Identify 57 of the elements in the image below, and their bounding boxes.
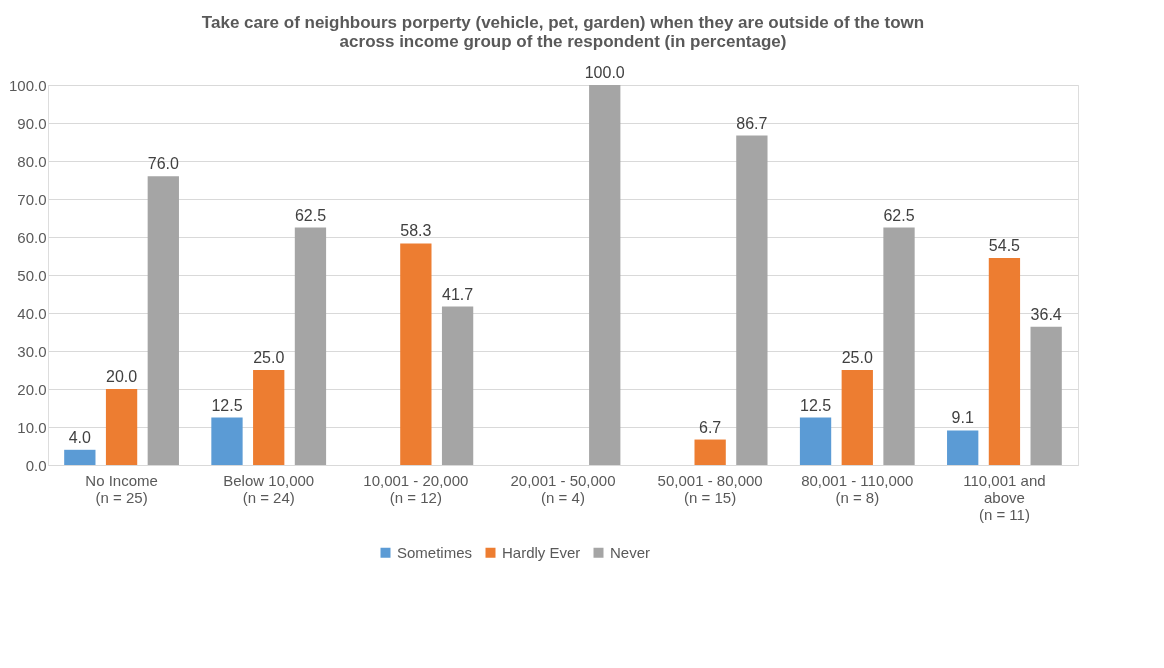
bar [988, 257, 1021, 465]
y-tick-label: 40.0 [17, 304, 47, 322]
data-label: 12.5 [211, 396, 243, 414]
bar [441, 306, 474, 465]
data-label: 12.5 [799, 396, 832, 414]
x-tick-label: Below 10,000 (n = 24) [223, 471, 315, 506]
legend-label: Hardly Ever [502, 543, 581, 561]
bar [947, 430, 979, 465]
data-label: 20.0 [106, 368, 138, 385]
data-label: 62.5 [883, 206, 915, 224]
legend-label: Sometimes [397, 543, 473, 561]
x-tick-label: 20,001 - 50,000 (n = 4) [510, 471, 616, 506]
x-tick-label: 80,001 - 110,000 (n = 8) [801, 471, 914, 506]
y-tick-label: 80.0 [17, 152, 47, 170]
y-tick-label: 100.0 [8, 76, 47, 94]
bar [253, 370, 285, 465]
text: Take care of neighbours porperty (vehicle, pet, garden) when they are outside of the town [201, 13, 925, 32]
bar [841, 370, 873, 465]
bar [294, 227, 327, 465]
legend-label: Never [610, 543, 651, 561]
data-label: 54.5 [988, 236, 1021, 254]
bar [694, 439, 726, 465]
x-tick-label: No Income (n = 25) [85, 471, 158, 506]
y-tick-label: 50.0 [17, 266, 47, 284]
y-tick-label: 0.0 [25, 456, 47, 474]
x-tick-label: 50,001 - 80,000 (n = 15) [657, 471, 763, 506]
data-label: 41.7 [442, 285, 474, 303]
bar [736, 135, 768, 465]
y-tick-label: 70.0 [17, 190, 47, 208]
bar [400, 243, 432, 465]
y-tick-label: 20.0 [17, 380, 47, 398]
data-label: 9.1 [951, 409, 974, 427]
data-label: 62.5 [294, 206, 327, 224]
y-tick-label: 90.0 [17, 114, 47, 132]
x-tick-label: 110,001 and above (n = 11) [963, 471, 1046, 523]
data-label: 100.0 [584, 64, 625, 81]
bar [883, 227, 915, 465]
bar [211, 417, 243, 465]
data-label: 4.0 [68, 428, 92, 446]
bar [589, 85, 621, 465]
data-label: 76.0 [147, 155, 179, 173]
x-tick-label: 10,001 - 20,000 (n = 12) [363, 471, 469, 506]
text: across income group of the respondent (in percentage) [339, 32, 787, 51]
bar [147, 176, 179, 465]
data-label: 25.0 [253, 349, 285, 366]
bar [799, 417, 832, 465]
bar [64, 449, 96, 465]
data-label: 36.4 [1030, 305, 1062, 323]
data-label: 25.0 [841, 349, 873, 366]
y-tick-label: 60.0 [17, 228, 47, 246]
data-label: 58.3 [400, 222, 432, 240]
y-tick-label: 30.0 [17, 342, 47, 360]
data-label: 86.7 [736, 114, 768, 132]
bar [105, 389, 138, 465]
bar [1030, 326, 1062, 465]
y-tick-label: 10.0 [17, 418, 47, 436]
data-label: 6.7 [699, 418, 722, 436]
